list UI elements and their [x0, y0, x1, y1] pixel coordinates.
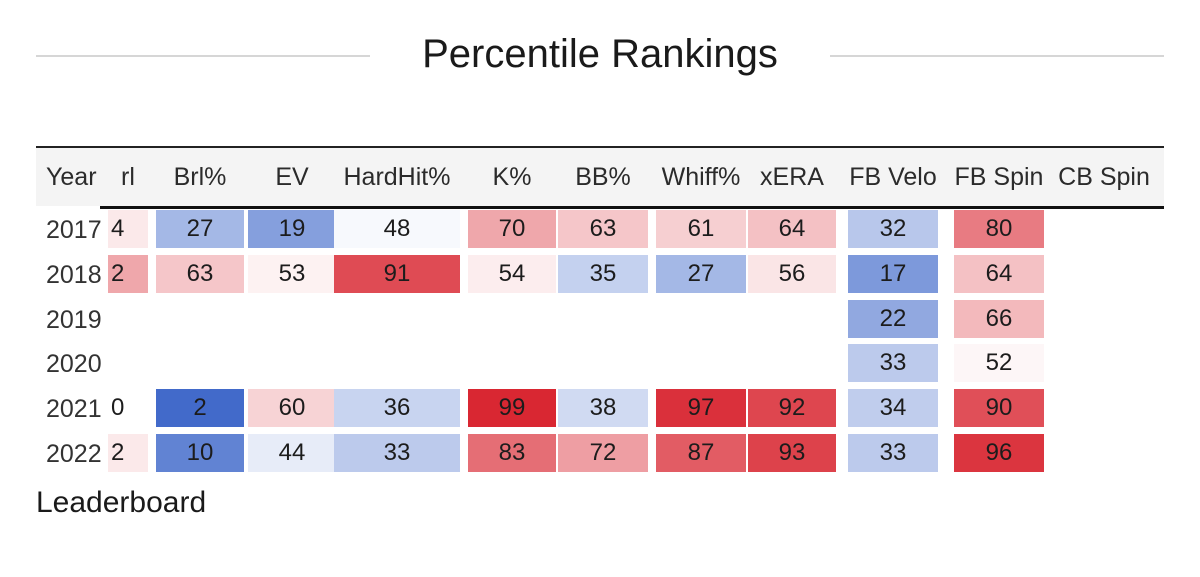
table-header-border	[100, 206, 1164, 209]
percentile-cell: 53	[248, 255, 336, 293]
percentile-cell: 33	[848, 344, 938, 382]
percentile-cell: 92	[748, 389, 836, 427]
percentile-cell: 52	[954, 344, 1044, 382]
percentile-cell	[748, 300, 836, 338]
percentile-cell: 91	[334, 255, 460, 293]
table-row: 2020 33 52	[36, 344, 1164, 384]
percentile-cell: 48	[334, 210, 460, 248]
percentile-cell: 2	[156, 389, 244, 427]
table-row: 2018 2 63 53 91 54 35 27 56 17 64	[36, 255, 1164, 295]
percentile-cell: 19	[248, 210, 336, 248]
percentile-cell: 36	[334, 389, 460, 427]
page-title: Percentile Rankings	[422, 32, 778, 76]
percentile-cell	[1044, 255, 1164, 293]
column-header[interactable]: Whiff%	[661, 163, 741, 191]
percentile-cell	[558, 344, 648, 382]
percentile-cell: 2	[108, 255, 148, 293]
table-top-border	[36, 146, 1164, 148]
table-row: 2019 22 66	[36, 300, 1164, 340]
percentile-cell	[334, 344, 460, 382]
column-header[interactable]: HardHit%	[343, 163, 451, 191]
percentile-cell	[468, 344, 556, 382]
table-row: 2017 4 27 19 48 70 63 61 64 32 80	[36, 210, 1164, 250]
percentile-cell: 4	[108, 210, 148, 248]
title-bar: Percentile Rankings	[0, 28, 1200, 88]
percentile-cell	[156, 344, 244, 382]
table-row: 2022 2 10 44 33 83 72 87 93 33 96	[36, 434, 1164, 474]
column-header[interactable]: FB Velo	[849, 163, 937, 191]
percentile-cell	[656, 344, 746, 382]
percentile-cell: 80	[954, 210, 1044, 248]
percentile-cell: 70	[468, 210, 556, 248]
column-header[interactable]: Brl%	[173, 163, 227, 191]
percentile-cell	[468, 300, 556, 338]
percentile-cell: 27	[656, 255, 746, 293]
percentile-cell: 54	[468, 255, 556, 293]
percentile-cell: 64	[954, 255, 1044, 293]
percentile-cell: 90	[954, 389, 1044, 427]
column-header[interactable]: BB%	[575, 163, 631, 191]
percentile-cell: 44	[248, 434, 336, 472]
column-header[interactable]: rl	[121, 163, 135, 191]
percentile-cell: 33	[848, 434, 938, 472]
percentile-cell	[248, 344, 336, 382]
table-row: 2021 0 2 60 36 99 38 97 92 34 90	[36, 389, 1164, 429]
percentile-cell	[1044, 300, 1164, 338]
percentile-cell	[334, 300, 460, 338]
percentile-cell: 2	[108, 434, 148, 472]
percentile-cell: 10	[156, 434, 244, 472]
percentile-cell: 93	[748, 434, 836, 472]
percentile-cell	[108, 344, 148, 382]
percentile-cell	[656, 300, 746, 338]
percentile-cell: 32	[848, 210, 938, 248]
percentile-cell: 0	[111, 394, 125, 421]
percentile-cell: 64	[748, 210, 836, 248]
year-cell: 2022	[46, 440, 102, 468]
percentile-cell: 33	[334, 434, 460, 472]
percentile-cell: 96	[954, 434, 1044, 472]
percentile-cell: 60	[248, 389, 336, 427]
year-cell: 2020	[46, 350, 102, 378]
year-cell: 2019	[46, 306, 102, 334]
percentile-cell: 27	[156, 210, 244, 248]
percentile-cell: 87	[656, 434, 746, 472]
percentile-cell: 66	[954, 300, 1044, 338]
percentile-cell: 63	[156, 255, 244, 293]
leaderboard-link[interactable]: Leaderboard	[36, 486, 207, 519]
percentile-cell	[1044, 344, 1164, 382]
table-header: Year rl Brl% EV HardHit% K% BB% Whiff% xERA FB Ve…	[36, 148, 1164, 206]
column-header[interactable]: FB Spin	[954, 163, 1044, 191]
percentile-cell: 34	[848, 389, 938, 427]
year-cell: 2021	[46, 395, 102, 423]
column-header[interactable]: Year	[46, 163, 97, 191]
percentile-cell: 22	[848, 300, 938, 338]
percentile-cell	[156, 300, 244, 338]
percentile-cell: 56	[748, 255, 836, 293]
title-rule-right	[830, 55, 1164, 57]
percentile-cell: 72	[558, 434, 648, 472]
percentile-cell	[1044, 210, 1164, 248]
percentile-cell	[748, 344, 836, 382]
percentile-cell: 83	[468, 434, 556, 472]
percentile-cell	[248, 300, 336, 338]
column-header[interactable]: CB Spin	[1058, 163, 1150, 191]
column-header[interactable]: xERA	[760, 163, 824, 191]
title-rule-left	[36, 55, 370, 57]
percentile-cell	[1044, 389, 1164, 427]
percentile-cell: 61	[656, 210, 746, 248]
percentile-cell: 35	[558, 255, 648, 293]
percentile-cell: 17	[848, 255, 938, 293]
percentile-cell: 97	[656, 389, 746, 427]
percentile-cell	[558, 300, 648, 338]
percentile-cell	[1044, 434, 1164, 472]
year-cell: 2018	[46, 261, 102, 289]
percentile-cell: 63	[558, 210, 648, 248]
percentile-cell: 99	[468, 389, 556, 427]
percentile-cell: 38	[558, 389, 648, 427]
percentile-cell	[108, 300, 148, 338]
column-header[interactable]: EV	[275, 163, 309, 191]
year-cell: 2017	[46, 216, 102, 244]
column-header[interactable]: K%	[492, 163, 532, 191]
